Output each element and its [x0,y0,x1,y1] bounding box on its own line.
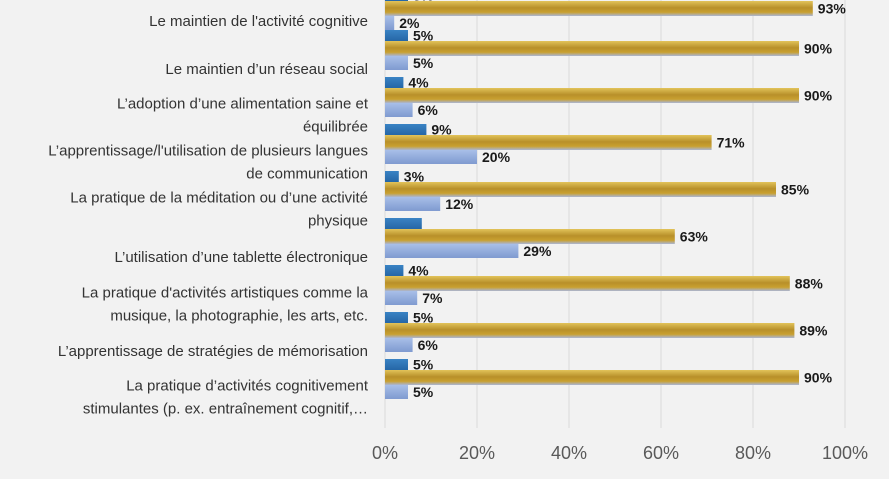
bar [385,244,519,258]
data-label: 88% [795,276,824,292]
category-label: L’adoption d’une alimentation saine et [117,96,369,113]
category-label: physique [308,213,368,230]
category-label: La pratique d’activités cognitivement [126,378,369,395]
data-label: 5% [413,55,434,71]
data-label: 90% [804,88,833,104]
bar [385,291,418,305]
category-label: équilibrée [303,119,368,136]
category-label: musique, la photographie, les arts, etc. [110,308,368,325]
category-label: L’apprentissage/l'utilisation de plusieu… [48,143,368,160]
category-label: La pratique d'activités artistiques comm… [82,285,369,302]
category-label: L’utilisation d’une tablette électroniqu… [114,249,368,266]
bars [385,0,813,399]
bar [385,103,413,117]
bar [385,124,427,135]
data-label: 7% [422,290,443,306]
x-tick-label: 80% [735,443,771,463]
x-tick-label: 40% [551,443,587,463]
bar [385,171,399,182]
data-label: 20% [482,149,511,165]
data-label: 9% [431,122,452,138]
data-labels: 5%93%2%5%90%5%4%90%6%9%71%20%3%85%12%63%… [399,0,846,400]
bar [385,77,404,88]
bar [385,229,675,244]
data-label: 90% [804,370,833,386]
data-label: 5% [413,0,434,4]
bar [385,135,712,150]
data-label: 29% [523,243,552,259]
data-label: 90% [804,41,833,57]
x-tick-label: 100% [822,443,868,463]
bar [385,323,795,338]
data-label: 6% [418,337,439,353]
data-label: 71% [717,135,746,151]
bar [385,338,413,352]
bar [385,218,422,229]
data-label: 4% [408,263,429,279]
data-label: 93% [818,1,847,17]
x-axis-ticks: 0% 20% 40% 60% 80% 100% [372,443,868,463]
bar [385,276,790,291]
gridlines [384,0,846,428]
bar [385,41,799,56]
bar [385,182,776,197]
data-label: 5% [413,357,434,373]
bar [385,370,799,385]
data-label: 5% [413,28,434,44]
category-label: Le maintien d’un réseau social [165,61,368,78]
x-tick-label: 60% [643,443,679,463]
category-label: La pratique de la méditation ou d’une ac… [70,190,368,207]
category-label: Le maintien de l'activité cognitive [149,13,368,30]
data-label: 6% [418,102,439,118]
category-label: stimulantes (p. ex. entraînement cogniti… [83,401,368,418]
data-label: 5% [413,310,434,326]
data-label: 2% [399,15,420,31]
category-labels: Le maintien de l'activité cognitive Le ma… [48,13,369,418]
data-label: 63% [680,229,709,245]
data-label: 89% [799,323,828,339]
category-label: de communication [246,166,368,183]
bar [385,385,408,399]
bar [385,0,408,1]
bar [385,359,408,370]
data-label: 5% [413,384,434,400]
bar [385,88,799,103]
data-label: 85% [781,182,810,198]
data-label: 4% [408,75,429,91]
bar [385,312,408,323]
bar [385,150,477,164]
x-tick-label: 20% [459,443,495,463]
x-tick-label: 0% [372,443,398,463]
bar [385,30,408,41]
data-label: 3% [404,169,425,185]
category-label: L’apprentissage de stratégies de mémoris… [58,343,368,360]
bar [385,265,404,276]
bar [385,56,408,70]
bar [385,197,441,211]
bar [385,1,813,16]
bar [385,16,395,30]
data-label: 12% [445,196,474,212]
